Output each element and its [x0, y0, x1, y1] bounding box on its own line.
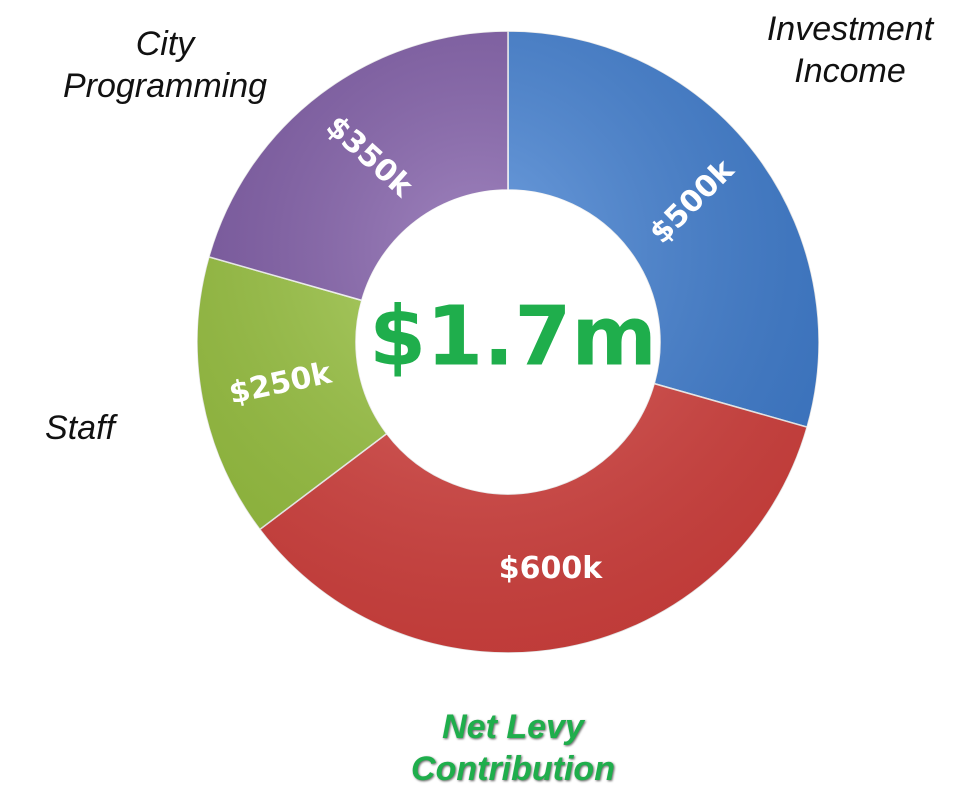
- category-label: Staff: [45, 409, 115, 447]
- center-label: $1.7m: [369, 289, 657, 384]
- category-label: Investment Income: [766, 10, 934, 90]
- hole: [356, 190, 660, 494]
- category-label: Net Levy Contribution: [411, 708, 615, 788]
- category-label: City Programming: [62, 25, 268, 105]
- value-label: $600k: [499, 551, 603, 586]
